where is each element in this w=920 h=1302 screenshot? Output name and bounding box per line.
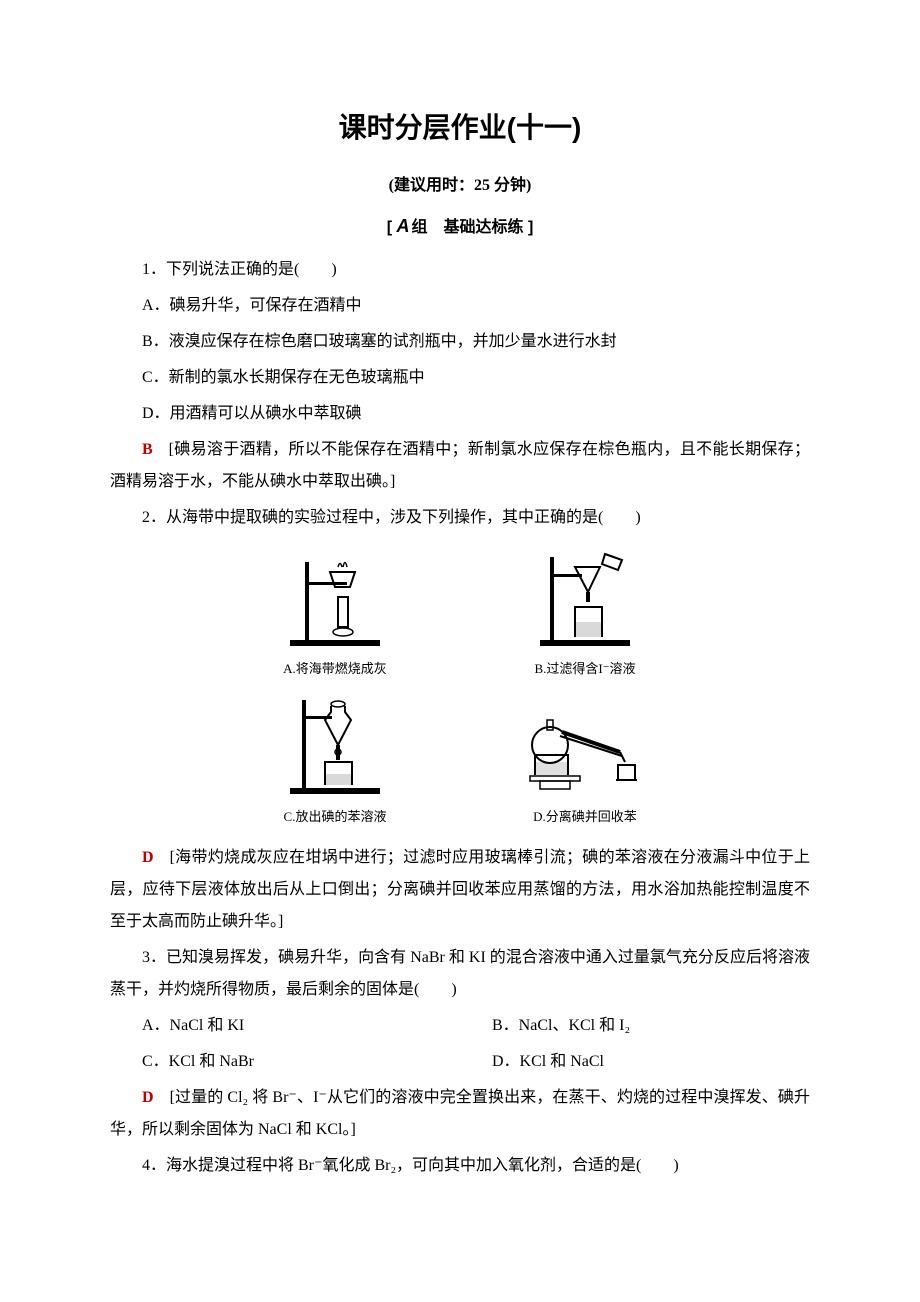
figD-cell: D.分离碘并回收苯 <box>480 690 690 830</box>
q3-optA: A．NaCl 和 KI <box>110 1010 460 1042</box>
q1-explain: [碘易溶于酒精，所以不能保存在酒精中；新制氯水应保存在棕色瓶内，且不能长期保存；… <box>110 441 810 490</box>
q3-row1: A．NaCl 和 KI B．NaCl、KCl 和 I₂ <box>110 1010 810 1042</box>
page-subtitle: (建议用时：25 分钟) <box>110 170 810 202</box>
page-title: 课时分层作业(十一) <box>110 100 810 156</box>
figD-label: D.分离碘并回收苯 <box>533 804 637 830</box>
q2-figure-grid: A.将海带燃烧成灰 B.过滤得含I⁻溶液 <box>230 542 690 830</box>
q1-optB: B．液溴应保存在棕色磨口玻璃塞的试剂瓶中，并加少量水进行水封 <box>110 326 810 358</box>
q1-answer-letter: B <box>142 441 153 458</box>
q3-optC: C．KCl 和 NaBr <box>110 1046 460 1078</box>
figD-image <box>510 690 660 800</box>
section-text: 组 基础达标练 <box>411 219 523 236</box>
figA-image <box>260 542 410 652</box>
section-header: [ A组 基础达标练 ] <box>110 208 810 244</box>
section-letter: A <box>396 216 409 236</box>
q2-stem: 2．从海带中提取碘的实验过程中，涉及下列操作，其中正确的是() <box>110 502 810 534</box>
figC-label: C.放出碘的苯溶液 <box>284 804 387 830</box>
figB-image <box>510 542 660 652</box>
q1-stem: 1．下列说法正确的是() <box>110 254 810 286</box>
q3-optB: B．NaCl、KCl 和 I₂ <box>460 1010 810 1042</box>
figA-cell: A.将海带燃烧成灰 <box>230 542 440 682</box>
q3-optD: D．KCl 和 NaCl <box>460 1046 810 1078</box>
figB-cell: B.过滤得含I⁻溶液 <box>480 542 690 682</box>
figB-label: B.过滤得含I⁻溶液 <box>534 656 635 682</box>
q2-answer-letter: D <box>142 849 154 866</box>
q1-optA: A．碘易升华，可保存在酒精中 <box>110 290 810 322</box>
q2-answer: D[海带灼烧成灰应在坩埚中进行；过滤时应用玻璃棒引流；碘的苯溶液在分液漏斗中位于… <box>110 842 810 938</box>
q1-answer: B[碘易溶于酒精，所以不能保存在酒精中；新制氯水应保存在棕色瓶内，且不能长期保存… <box>110 434 810 498</box>
q3-row2: C．KCl 和 NaBr D．KCl 和 NaCl <box>110 1046 810 1078</box>
figC-image <box>260 690 410 800</box>
q2-explain: [海带灼烧成灰应在坩埚中进行；过滤时应用玻璃棒引流；碘的苯溶液在分液漏斗中位于上… <box>110 849 810 930</box>
q4-stem: 4．海水提溴过程中将 Br⁻氧化成 Br₂，可向其中加入氧化剂，合适的是() <box>110 1150 810 1182</box>
q1-optC: C．新制的氯水长期保存在无色玻璃瓶中 <box>110 362 810 394</box>
figC-cell: C.放出碘的苯溶液 <box>230 690 440 830</box>
q1-optD: D．用酒精可以从碘水中萃取碘 <box>110 398 810 430</box>
q3-answer-letter: D <box>142 1089 154 1106</box>
q3-explain: [过量的 Cl₂ 将 Br⁻、I⁻从它们的溶液中完全置换出来，在蒸干、灼烧的过程… <box>110 1089 810 1138</box>
q3-stem: 3．已知溴易挥发，碘易升华，向含有 NaBr 和 KI 的混合溶液中通入过量氯气… <box>110 942 810 1006</box>
figA-label: A.将海带燃烧成灰 <box>283 656 387 682</box>
q3-answer: D[过量的 Cl₂ 将 Br⁻、I⁻从它们的溶液中完全置换出来，在蒸干、灼烧的过… <box>110 1082 810 1146</box>
